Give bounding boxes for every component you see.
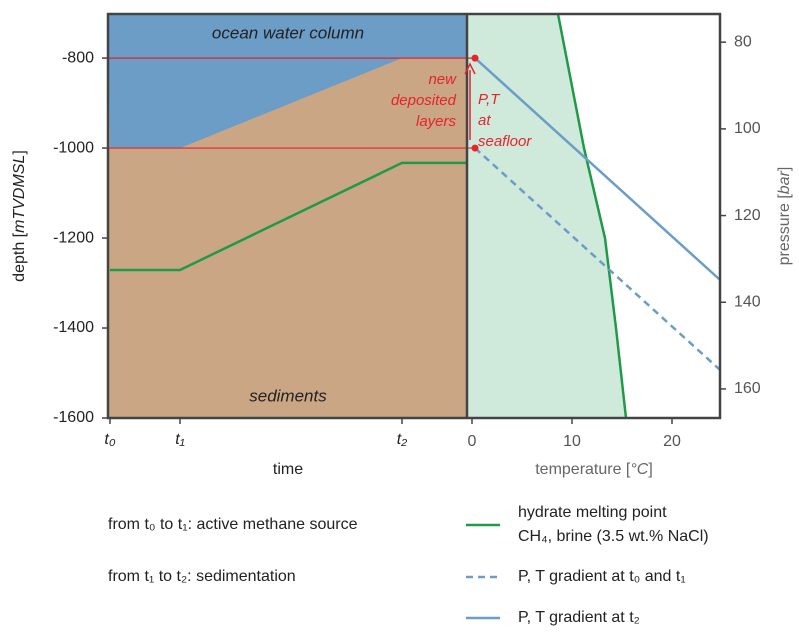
pt-label: at [478, 112, 491, 129]
series-line [556, 13, 628, 419]
pt-label: P,T [478, 91, 501, 108]
y2-tick-label: 120 [734, 207, 761, 224]
x-tick-label: t₂ [397, 431, 408, 448]
sediments-label: sediments [249, 386, 327, 405]
x-axis-label: time [273, 461, 303, 478]
label-text: ] [776, 167, 793, 171]
legend-label: hydrate melting point [518, 504, 667, 521]
temperature-axis-label: temperature [°C] [535, 461, 653, 478]
y-tick-label: -800 [62, 49, 94, 66]
label-text: pressure [ [776, 194, 793, 266]
pt-label: seafloor [478, 133, 532, 150]
series-line [474, 57, 721, 281]
y2-tick-label: 140 [734, 293, 761, 310]
legend-label: P, T gradient at t₂ [518, 609, 640, 626]
new-layers-label: new [428, 71, 457, 88]
legend-label: P, T gradient at t₀ and t₁ [518, 568, 686, 585]
label-unit: mTVDMSL [11, 155, 28, 233]
pressure-axis-label: pressure [bar] [776, 167, 793, 266]
ocean-label: ocean water column [212, 23, 364, 42]
y-tick-label: -1000 [53, 139, 94, 156]
new-layers-label: layers [416, 113, 457, 130]
label-text: depth [ [11, 232, 28, 281]
y2-tick-label: 80 [734, 33, 752, 50]
depth-axis-label: depth [mTVDMSL] [11, 150, 28, 282]
methane-source-line [110, 161, 467, 272]
legend-note: from t₀ to t₁: active methane source [108, 516, 358, 533]
ocean-area [108, 14, 467, 149]
label-text: temperature [ [535, 461, 631, 478]
legend-note: from t₁ to t₂: sedimentation [108, 568, 296, 585]
x-tick-label: t₀ [104, 431, 115, 448]
arrow-head [464, 62, 476, 75]
y-tick-label: -1400 [53, 319, 94, 336]
x-tick-label: 10 [563, 433, 581, 450]
new-layers-label: deposited [391, 92, 457, 109]
y2-tick-label: 100 [734, 120, 761, 137]
x-tick-label: 0 [468, 433, 477, 450]
label-text: ] [648, 461, 652, 478]
x-tick-label: 20 [663, 433, 681, 450]
label-unit: bar [776, 170, 793, 194]
seafloor-point [471, 144, 479, 152]
label-unit: °C [630, 461, 648, 478]
x-tick-label: t₁ [175, 431, 185, 448]
y-tick-label: -1200 [53, 229, 94, 246]
y2-tick-label: 160 [734, 380, 761, 397]
legend-label: CH₄, brine (3.5 wt.% NaCl) [518, 528, 709, 545]
label-text: ] [11, 150, 28, 154]
seafloor-point [471, 54, 479, 62]
y-tick-label: -1600 [53, 409, 94, 426]
hydrate-stability-area [467, 14, 626, 418]
